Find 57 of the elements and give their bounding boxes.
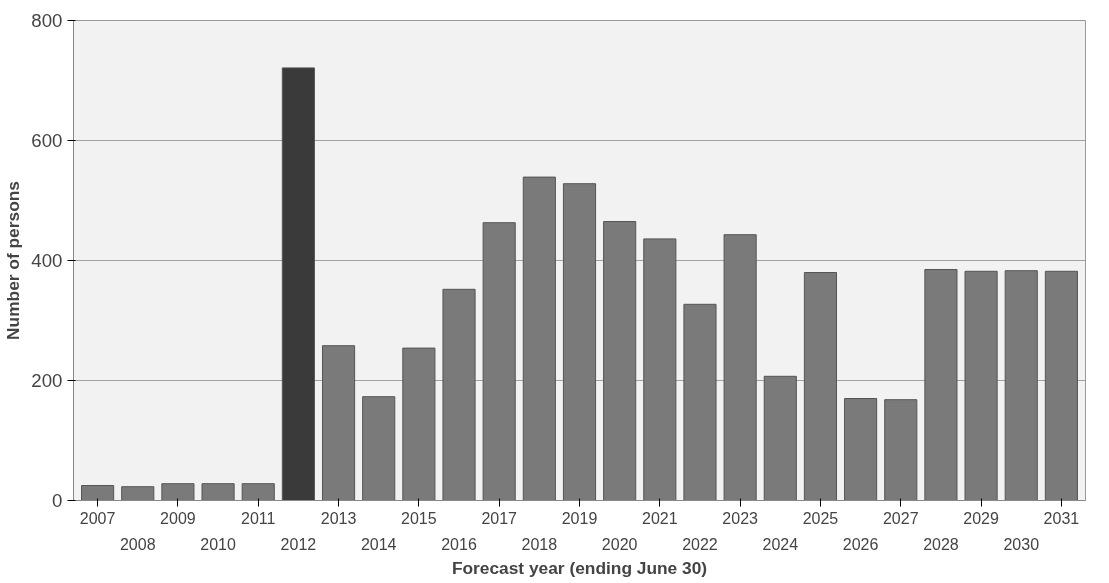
bar <box>121 486 155 501</box>
bar <box>603 221 637 501</box>
x-axis-title: Forecast year (ending June 30) <box>451 557 708 578</box>
bar <box>562 183 597 501</box>
bar <box>482 222 516 501</box>
x-tick-label: 2017 <box>481 509 518 527</box>
x-tick-label: 2012 <box>280 535 317 553</box>
bar <box>281 67 315 501</box>
bar <box>643 238 677 501</box>
y-tick-label: 0 <box>52 490 63 511</box>
x-tick-label: 2007 <box>79 509 116 527</box>
x-tick-label: 2011 <box>241 509 276 527</box>
x-tick-label: 2030 <box>1003 535 1040 553</box>
x-tick-label: 2020 <box>601 535 638 553</box>
y-tick-label: 600 <box>31 130 63 151</box>
x-tick-label: 2027 <box>882 509 919 527</box>
bar <box>884 399 918 501</box>
x-tick-label: 2025 <box>802 509 839 527</box>
x-tick-label: 2022 <box>682 535 718 553</box>
x-tick-label: 2026 <box>842 535 879 553</box>
x-tick-label: 2015 <box>401 509 437 527</box>
x-tick-label: 2018 <box>521 535 558 553</box>
bar <box>321 345 356 501</box>
x-tick-label: 2028 <box>923 535 959 553</box>
x-tick-label: 2021 <box>642 509 678 527</box>
y-tick-label: 800 <box>31 10 63 31</box>
bar <box>763 375 797 501</box>
bar <box>241 483 275 501</box>
bar <box>723 234 757 501</box>
bar <box>1004 270 1038 501</box>
bar <box>442 288 476 501</box>
bar <box>522 176 556 501</box>
bar <box>1044 270 1078 501</box>
y-tick-label: 400 <box>31 250 63 271</box>
bar <box>683 303 717 501</box>
x-tick-label: 2024 <box>762 535 799 553</box>
x-tick-label: 2029 <box>963 509 999 527</box>
bar <box>201 483 235 501</box>
y-tick-label: 200 <box>31 370 63 391</box>
bar <box>844 398 878 501</box>
bar <box>924 269 958 501</box>
x-tick-label: 2019 <box>561 509 598 527</box>
x-tick-label: 2023 <box>722 509 759 527</box>
bar <box>362 396 396 501</box>
x-tick-label: 2009 <box>160 509 196 527</box>
x-tick-label: 2016 <box>441 535 477 553</box>
x-tick-label: 2031 <box>1043 509 1080 527</box>
x-tick-label: 2014 <box>360 535 397 553</box>
bar <box>964 270 998 501</box>
x-tick-label: 2010 <box>200 535 236 553</box>
bar <box>402 347 436 501</box>
bar <box>803 272 838 501</box>
bar <box>81 485 115 501</box>
bar <box>161 483 195 501</box>
x-tick-label: 2013 <box>320 509 357 527</box>
x-tick-label: 2008 <box>119 535 156 553</box>
y-axis-title: Number of persons <box>3 181 24 340</box>
